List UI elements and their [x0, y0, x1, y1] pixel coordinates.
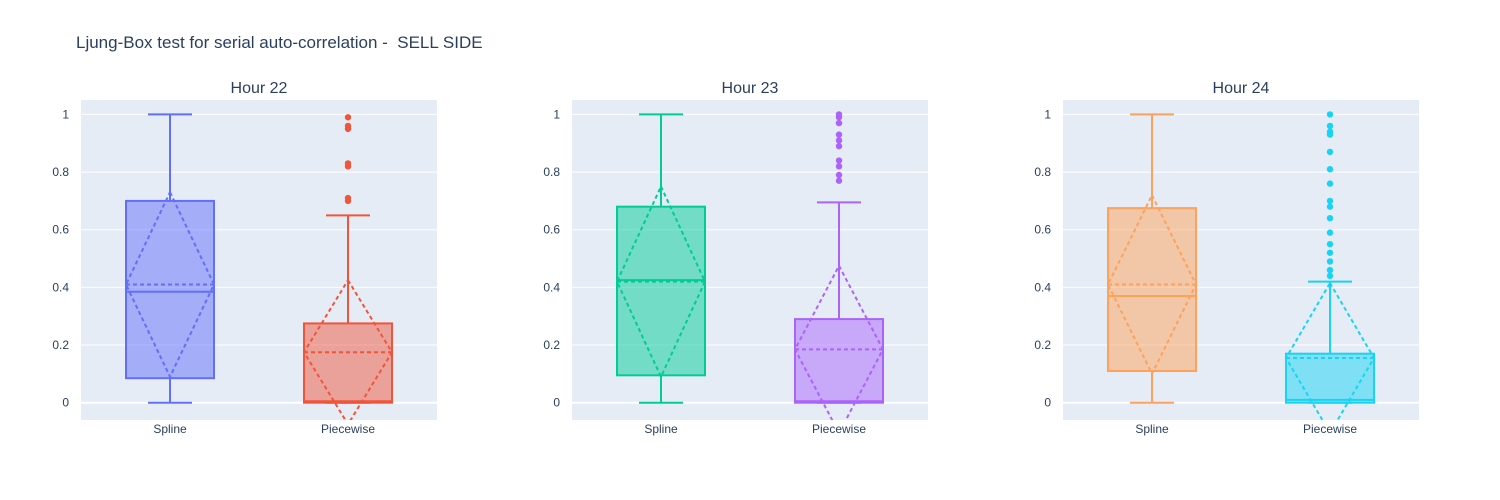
box-spline — [124, 113, 216, 404]
y-tick-label: 0.4 — [543, 280, 560, 294]
box-body — [1285, 352, 1375, 404]
outlier-point — [1326, 249, 1334, 256]
y-tick-label: 0.8 — [1034, 165, 1051, 179]
outlier-point — [1326, 148, 1334, 156]
outlier-point — [1326, 197, 1334, 205]
y-tick-label: 0.6 — [543, 223, 560, 237]
subplot-title: Hour 22 — [231, 80, 288, 97]
outlier-point — [344, 114, 352, 121]
sd-diamond — [1106, 192, 1198, 377]
box-spline — [615, 113, 707, 404]
sd-diamond — [302, 278, 394, 420]
y-tick-label: 0.2 — [543, 338, 560, 352]
y-tick-label: 0.4 — [52, 280, 69, 294]
outlier-point — [1326, 111, 1334, 118]
outlier-point — [835, 157, 843, 164]
y-tick-label: 0.6 — [52, 223, 69, 237]
outlier-point — [835, 137, 843, 144]
box-piecewise — [793, 111, 885, 420]
outlier-point — [1326, 214, 1334, 222]
plot-area — [124, 113, 394, 420]
outlier-point — [1326, 272, 1334, 280]
outlier-point — [835, 119, 843, 127]
box-body — [616, 205, 706, 377]
box-body — [303, 322, 393, 404]
subplot-title: Hour 23 — [722, 80, 779, 97]
outlier-point — [1326, 128, 1334, 135]
y-tick-label: 0 — [62, 396, 69, 410]
outlier-point — [1326, 180, 1334, 187]
plot-area — [1106, 111, 1376, 420]
outlier-point — [1326, 122, 1334, 130]
outlier-point — [344, 160, 352, 167]
outlier-point — [835, 131, 843, 138]
subplot-title: Hour 24 — [1213, 80, 1270, 97]
outlier-point — [1326, 165, 1334, 173]
panel-1: 0 0.2 0.4 0.6 0.8 1 Hour 22 Spline Piecewise — [52, 80, 437, 436]
y-tick-label: 0.2 — [1034, 338, 1051, 352]
x-tick-label: Spline — [644, 422, 678, 436]
y-tick-label: 0.2 — [52, 338, 69, 352]
box-spline — [1106, 113, 1198, 404]
y-tick-label: 1 — [1044, 107, 1051, 121]
box-piecewise — [1284, 111, 1376, 420]
panel-3: 0 0.2 0.4 0.6 0.8 1 Hour 24 Spline Piecewise — [1034, 80, 1419, 436]
box-body — [125, 199, 215, 380]
sd-diamond — [124, 189, 216, 380]
outlier-point — [1326, 240, 1334, 248]
outlier-point — [344, 194, 352, 202]
box-piecewise — [302, 114, 394, 420]
x-tick-label: Piecewise — [812, 422, 866, 436]
outlier-point — [835, 111, 843, 118]
plot-area — [615, 111, 885, 420]
sd-diamond — [1284, 281, 1376, 420]
outlier-point — [1326, 203, 1334, 210]
outlier-point — [835, 177, 843, 184]
box-body — [1107, 207, 1197, 372]
outlier-point — [835, 171, 843, 179]
x-tick-label: Spline — [1135, 422, 1169, 436]
outlier-point — [1326, 229, 1334, 236]
y-tick-label: 0.4 — [1034, 280, 1051, 294]
x-tick-label: Spline — [153, 422, 187, 436]
x-tick-label: Piecewise — [1303, 422, 1357, 436]
outlier-point — [344, 122, 352, 130]
outlier-point — [835, 142, 843, 150]
chart-title: Ljung-Box test for serial auto-correlati… — [76, 33, 483, 52]
y-tick-label: 0.8 — [543, 165, 560, 179]
y-tick-label: 1 — [62, 107, 69, 121]
outlier-point — [835, 163, 843, 170]
x-tick-label: Piecewise — [321, 422, 375, 436]
y-tick-label: 0.8 — [52, 165, 69, 179]
y-tick-label: 0.6 — [1034, 223, 1051, 237]
panel-2: 0 0.2 0.4 0.6 0.8 1 Hour 23 Spline Piecewise — [543, 80, 928, 436]
outlier-point — [1326, 266, 1334, 274]
box-body — [794, 318, 884, 404]
y-tick-label: 0 — [1044, 396, 1051, 410]
y-tick-label: 1 — [553, 107, 560, 121]
outlier-point — [1326, 258, 1334, 265]
y-tick-label: 0 — [553, 396, 560, 410]
